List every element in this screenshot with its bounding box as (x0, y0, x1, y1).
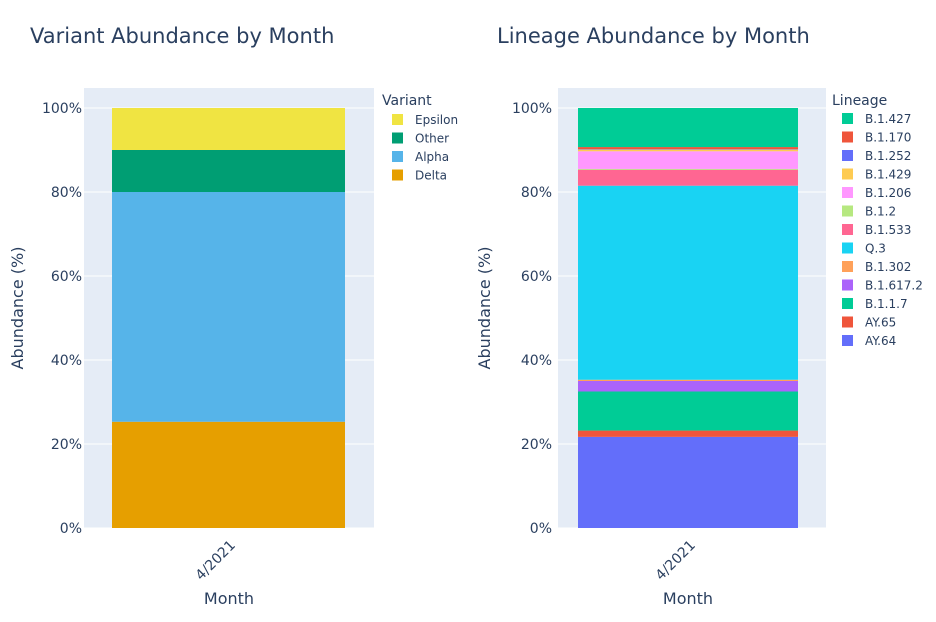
variant-y-tick-label: 80% (51, 185, 82, 201)
variant-bars (112, 108, 345, 528)
lineage-bar-b-1-427[interactable] (578, 108, 798, 148)
lineage-legend-swatch (842, 316, 853, 328)
variant-legend-item[interactable]: Delta (392, 169, 447, 183)
lineage-legend-item[interactable]: B.1.429 (842, 168, 911, 182)
lineage-bar-q-3[interactable] (578, 185, 798, 380)
lineage-legend-label: B.1.252 (865, 149, 911, 163)
lineage-legend-swatch (842, 279, 853, 291)
lineage-legend-item[interactable]: B.1.206 (842, 186, 911, 200)
variant-legend-swatch (392, 132, 403, 144)
variant-y-tick-label: 100% (42, 101, 82, 117)
variant-y-axis-title: Abundance (%) (8, 247, 27, 370)
variant-legend-swatch (392, 114, 403, 125)
lineage-y-tick-label: 0% (530, 521, 552, 537)
lineage-y-ticks: 0% 20% 40% 60% 80% 100% (512, 101, 552, 537)
variant-legend-swatch (392, 169, 403, 181)
lineage-legend-item[interactable]: Q.3 (842, 242, 886, 256)
lineage-legend-item[interactable]: B.1.170 (842, 131, 911, 145)
variant-bar-epsilon[interactable] (112, 108, 345, 150)
variant-y-tick-label: 0% (60, 521, 82, 537)
lineage-legend-title: Lineage (832, 93, 887, 109)
lineage-legend-item[interactable]: B.1.302 (842, 260, 911, 274)
lineage-legend-item[interactable]: AY.65 (842, 316, 896, 330)
lineage-legend-label: B.1.533 (865, 223, 911, 237)
variant-legend-item[interactable]: Alpha (392, 150, 449, 164)
lineage-legend-item[interactable]: B.1.252 (842, 149, 911, 163)
lineage-legend-label: AY.64 (865, 334, 896, 348)
variant-legend-swatch (392, 151, 403, 162)
lineage-legend-swatch (842, 242, 853, 254)
lineage-y-axis-title: Abundance (%) (475, 247, 494, 370)
lineage-bar-ay-64[interactable] (578, 436, 798, 528)
lineage-legend-item[interactable]: B.1.617.2 (842, 279, 923, 293)
lineage-legend-swatch (842, 205, 853, 217)
lineage-legend-label: B.1.170 (865, 131, 911, 145)
lineage-bar-b-1-206[interactable] (578, 151, 798, 169)
lineage-legend-label: B.1.206 (865, 186, 911, 200)
lineage-legend-label: B.1.1.7 (865, 297, 908, 311)
lineage-legend: B.1.427 B.1.170 B.1.252 B.1.429 B.1.206 B.1.2… (842, 112, 923, 348)
lineage-legend-swatch (842, 261, 853, 272)
variant-y-tick-label: 20% (51, 437, 82, 453)
lineage-x-axis-title: Month (663, 589, 713, 608)
lineage-chart-title: Lineage Abundance by Month (497, 24, 810, 48)
variant-bar-delta[interactable] (112, 421, 345, 528)
lineage-legend-swatch (842, 298, 853, 309)
lineage-legend-swatch (842, 150, 853, 161)
lineage-legend-swatch (842, 224, 853, 235)
variant-x-axis-title: Month (204, 589, 254, 608)
variant-legend: Epsilon Other Alpha Delta (392, 113, 458, 183)
lineage-legend-swatch (842, 168, 853, 180)
lineage-y-tick-label: 60% (521, 269, 552, 285)
lineage-legend-label: AY.65 (865, 316, 896, 330)
variant-chart-title: Variant Abundance by Month (30, 24, 334, 48)
lineage-y-tick-label: 40% (521, 353, 552, 369)
variant-bar-alpha[interactable] (112, 192, 345, 422)
lineage-bar-b-1-1-7[interactable] (578, 391, 798, 431)
variant-legend-item[interactable]: Epsilon (392, 113, 458, 127)
variant-x-tick-label: 4/2021 (193, 538, 239, 584)
lineage-legend-label: Q.3 (865, 242, 886, 256)
lineage-bar-b-1-533[interactable] (578, 169, 798, 186)
lineage-y-tick-label: 80% (521, 185, 552, 201)
lineage-legend-swatch (842, 187, 853, 198)
lineage-bar-b-1-429[interactable] (578, 149, 798, 152)
lineage-legend-label: B.1.617.2 (865, 279, 923, 293)
variant-legend-label: Delta (415, 169, 447, 183)
variant-legend-item[interactable]: Other (392, 132, 449, 146)
lineage-legend-item[interactable]: B.1.533 (842, 223, 911, 237)
lineage-legend-label: B.1.429 (865, 168, 911, 182)
lineage-legend-label: B.1.302 (865, 260, 911, 274)
variant-legend-title: Variant (382, 93, 432, 109)
lineage-legend-item[interactable]: B.1.2 (842, 205, 896, 219)
lineage-x-tick-label: 4/2021 (653, 538, 699, 584)
lineage-bar-b-1-617-2[interactable] (578, 381, 798, 392)
lineage-bar-b-1-302[interactable] (578, 379, 798, 381)
lineage-legend-item[interactable]: AY.64 (842, 334, 896, 348)
lineage-bar-ay-65[interactable] (578, 430, 798, 437)
lineage-bar-b-1-170[interactable] (578, 147, 798, 150)
lineage-legend-label: B.1.2 (865, 205, 896, 219)
variant-legend-label: Alpha (415, 150, 449, 164)
lineage-legend-swatch (842, 131, 853, 143)
variant-legend-label: Other (415, 132, 449, 146)
lineage-y-tick-label: 100% (512, 101, 552, 117)
lineage-legend-item[interactable]: B.1.1.7 (842, 297, 908, 311)
lineage-bar-b-1-2[interactable] (578, 168, 798, 170)
variant-legend-label: Epsilon (415, 113, 458, 127)
variant-panel: Variant Abundance by Month 0% 20% 40% 60% 80… (8, 24, 458, 608)
lineage-legend-label: B.1.427 (865, 112, 911, 126)
lineage-y-tick-label: 20% (521, 437, 552, 453)
variant-y-tick-label: 60% (51, 269, 82, 285)
lineage-legend-swatch (842, 335, 853, 346)
lineage-legend-swatch (842, 113, 853, 124)
variant-bar-other[interactable] (112, 150, 345, 192)
lineage-legend-item[interactable]: B.1.427 (842, 112, 911, 126)
lineage-bars (578, 108, 798, 528)
variant-y-ticks: 0% 20% 40% 60% 80% 100% (42, 101, 82, 537)
lineage-panel: Lineage Abundance by Month 0% 20% 40% 60% 80… (475, 24, 923, 608)
variant-y-tick-label: 40% (51, 353, 82, 369)
